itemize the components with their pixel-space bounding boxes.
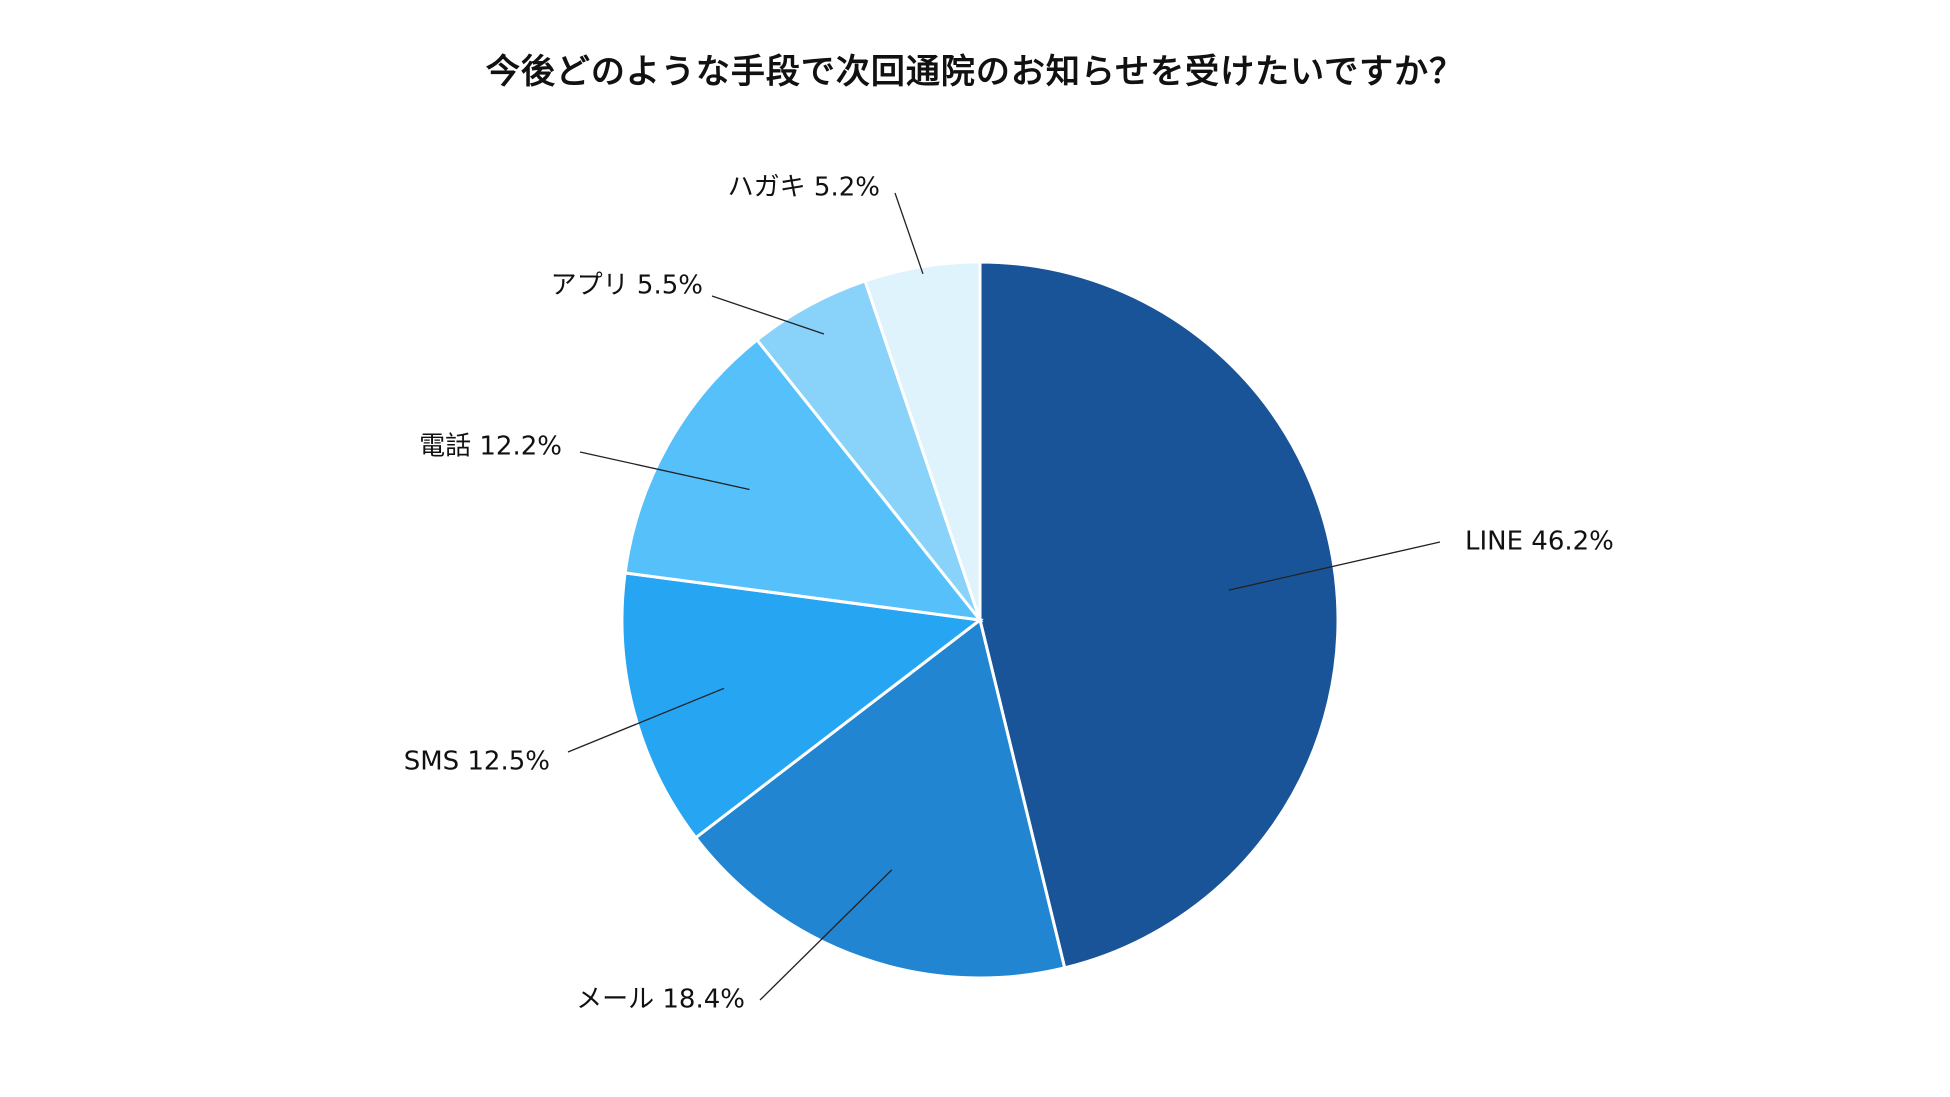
pie-slice-postcard: [863, 260, 982, 621]
slice-label-sms: SMS 12.5%: [404, 747, 550, 777]
leader-lines: [567, 192, 1441, 1001]
slice-labels: LINE 46.2% メール 18.4% SMS 12.5% 電話 12.2% アプリ …: [404, 173, 1614, 1015]
pie-slice-phone: [623, 337, 984, 622]
slice-label-app: アプリ 5.5%: [551, 271, 703, 301]
chart-title: 今後どのような手段で次回通院のお知らせを受けたいですか？: [485, 52, 1465, 92]
slice-label-phone: 電話 12.2%: [419, 432, 562, 462]
slice-label-line: LINE 46.2%: [1465, 527, 1614, 557]
leader-line-email: [759, 869, 893, 1001]
slice-label-email: メール 18.4%: [576, 985, 745, 1015]
leader-line-phone: [579, 451, 750, 491]
leader-line-sms: [567, 687, 725, 753]
pie-slices: [620, 260, 1340, 980]
leader-line-postcard: [894, 192, 924, 275]
leader-line-line: [1228, 541, 1441, 591]
pie-slice-email: [693, 617, 1067, 980]
leader-line-app: [711, 295, 825, 335]
pie-slice-line: [978, 260, 1340, 970]
slice-label-postcard: ハガキ 5.2%: [728, 173, 880, 203]
pie-slice-sms: [620, 571, 984, 840]
